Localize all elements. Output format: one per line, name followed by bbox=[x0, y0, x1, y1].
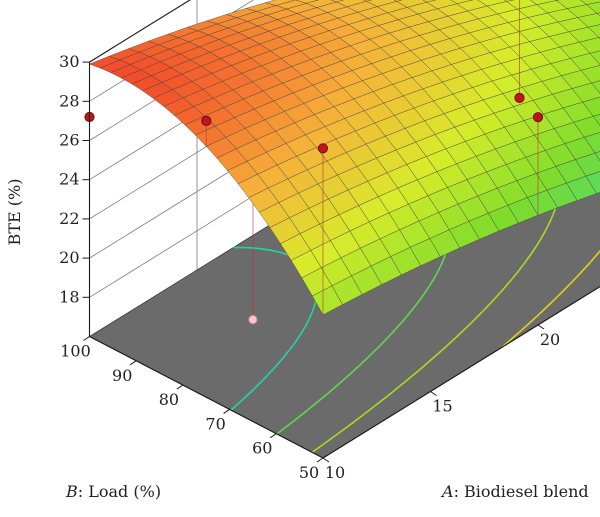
y-tick-label: 70 bbox=[205, 414, 225, 433]
y-tick-label: 50 bbox=[299, 463, 319, 482]
z-tick-label: 26 bbox=[59, 131, 79, 150]
x-tick-mark bbox=[322, 457, 330, 463]
z-tick-label: 18 bbox=[59, 287, 79, 306]
x-tick-mark bbox=[537, 324, 545, 330]
z-tick-label: 24 bbox=[59, 170, 79, 189]
y-tick-mark bbox=[223, 408, 230, 414]
z-tick-label: 20 bbox=[59, 248, 79, 267]
response-surface bbox=[88, 0, 600, 316]
y-axis-title: B: Load (%) bbox=[65, 482, 161, 501]
design-point bbox=[532, 112, 544, 123]
y-tick-mark bbox=[270, 433, 277, 439]
design-point bbox=[514, 92, 525, 104]
x-axis-title: A: Biodiesel blend bbox=[440, 482, 589, 501]
z-tick-label: 30 bbox=[59, 52, 79, 71]
frame-edge bbox=[89, 336, 324, 459]
x-tick-label: 15 bbox=[432, 397, 452, 416]
z-tick-label: 28 bbox=[59, 91, 79, 110]
y-tick-mark bbox=[129, 360, 137, 366]
y-tick-mark bbox=[176, 384, 184, 390]
y-tick-mark bbox=[83, 336, 90, 341]
y-tick-label: 90 bbox=[112, 366, 132, 385]
y-tick-label: 100 bbox=[60, 342, 91, 361]
x-tick-label: 20 bbox=[540, 330, 560, 349]
tick-labels: 1820222426283010152025305060708090100 bbox=[59, 52, 560, 482]
surface-cell bbox=[330, 0, 345, 3]
y-tick-mark bbox=[316, 457, 324, 463]
z-tick-label: 22 bbox=[59, 209, 79, 228]
surface-cell bbox=[312, 285, 343, 316]
design-point bbox=[248, 314, 258, 325]
design-point bbox=[317, 143, 329, 154]
y-tick-label: 80 bbox=[159, 390, 179, 409]
design-point bbox=[201, 115, 212, 127]
x-axis-title-rest: : Biodiesel blend bbox=[454, 482, 589, 501]
x-tick-mark bbox=[430, 391, 437, 396]
z-axis-title: BTE (%) bbox=[5, 179, 24, 246]
y-tick-label: 60 bbox=[252, 439, 272, 458]
x-tick-label: 10 bbox=[325, 463, 345, 482]
y-axis-title-rest: : Load (%) bbox=[78, 482, 161, 501]
